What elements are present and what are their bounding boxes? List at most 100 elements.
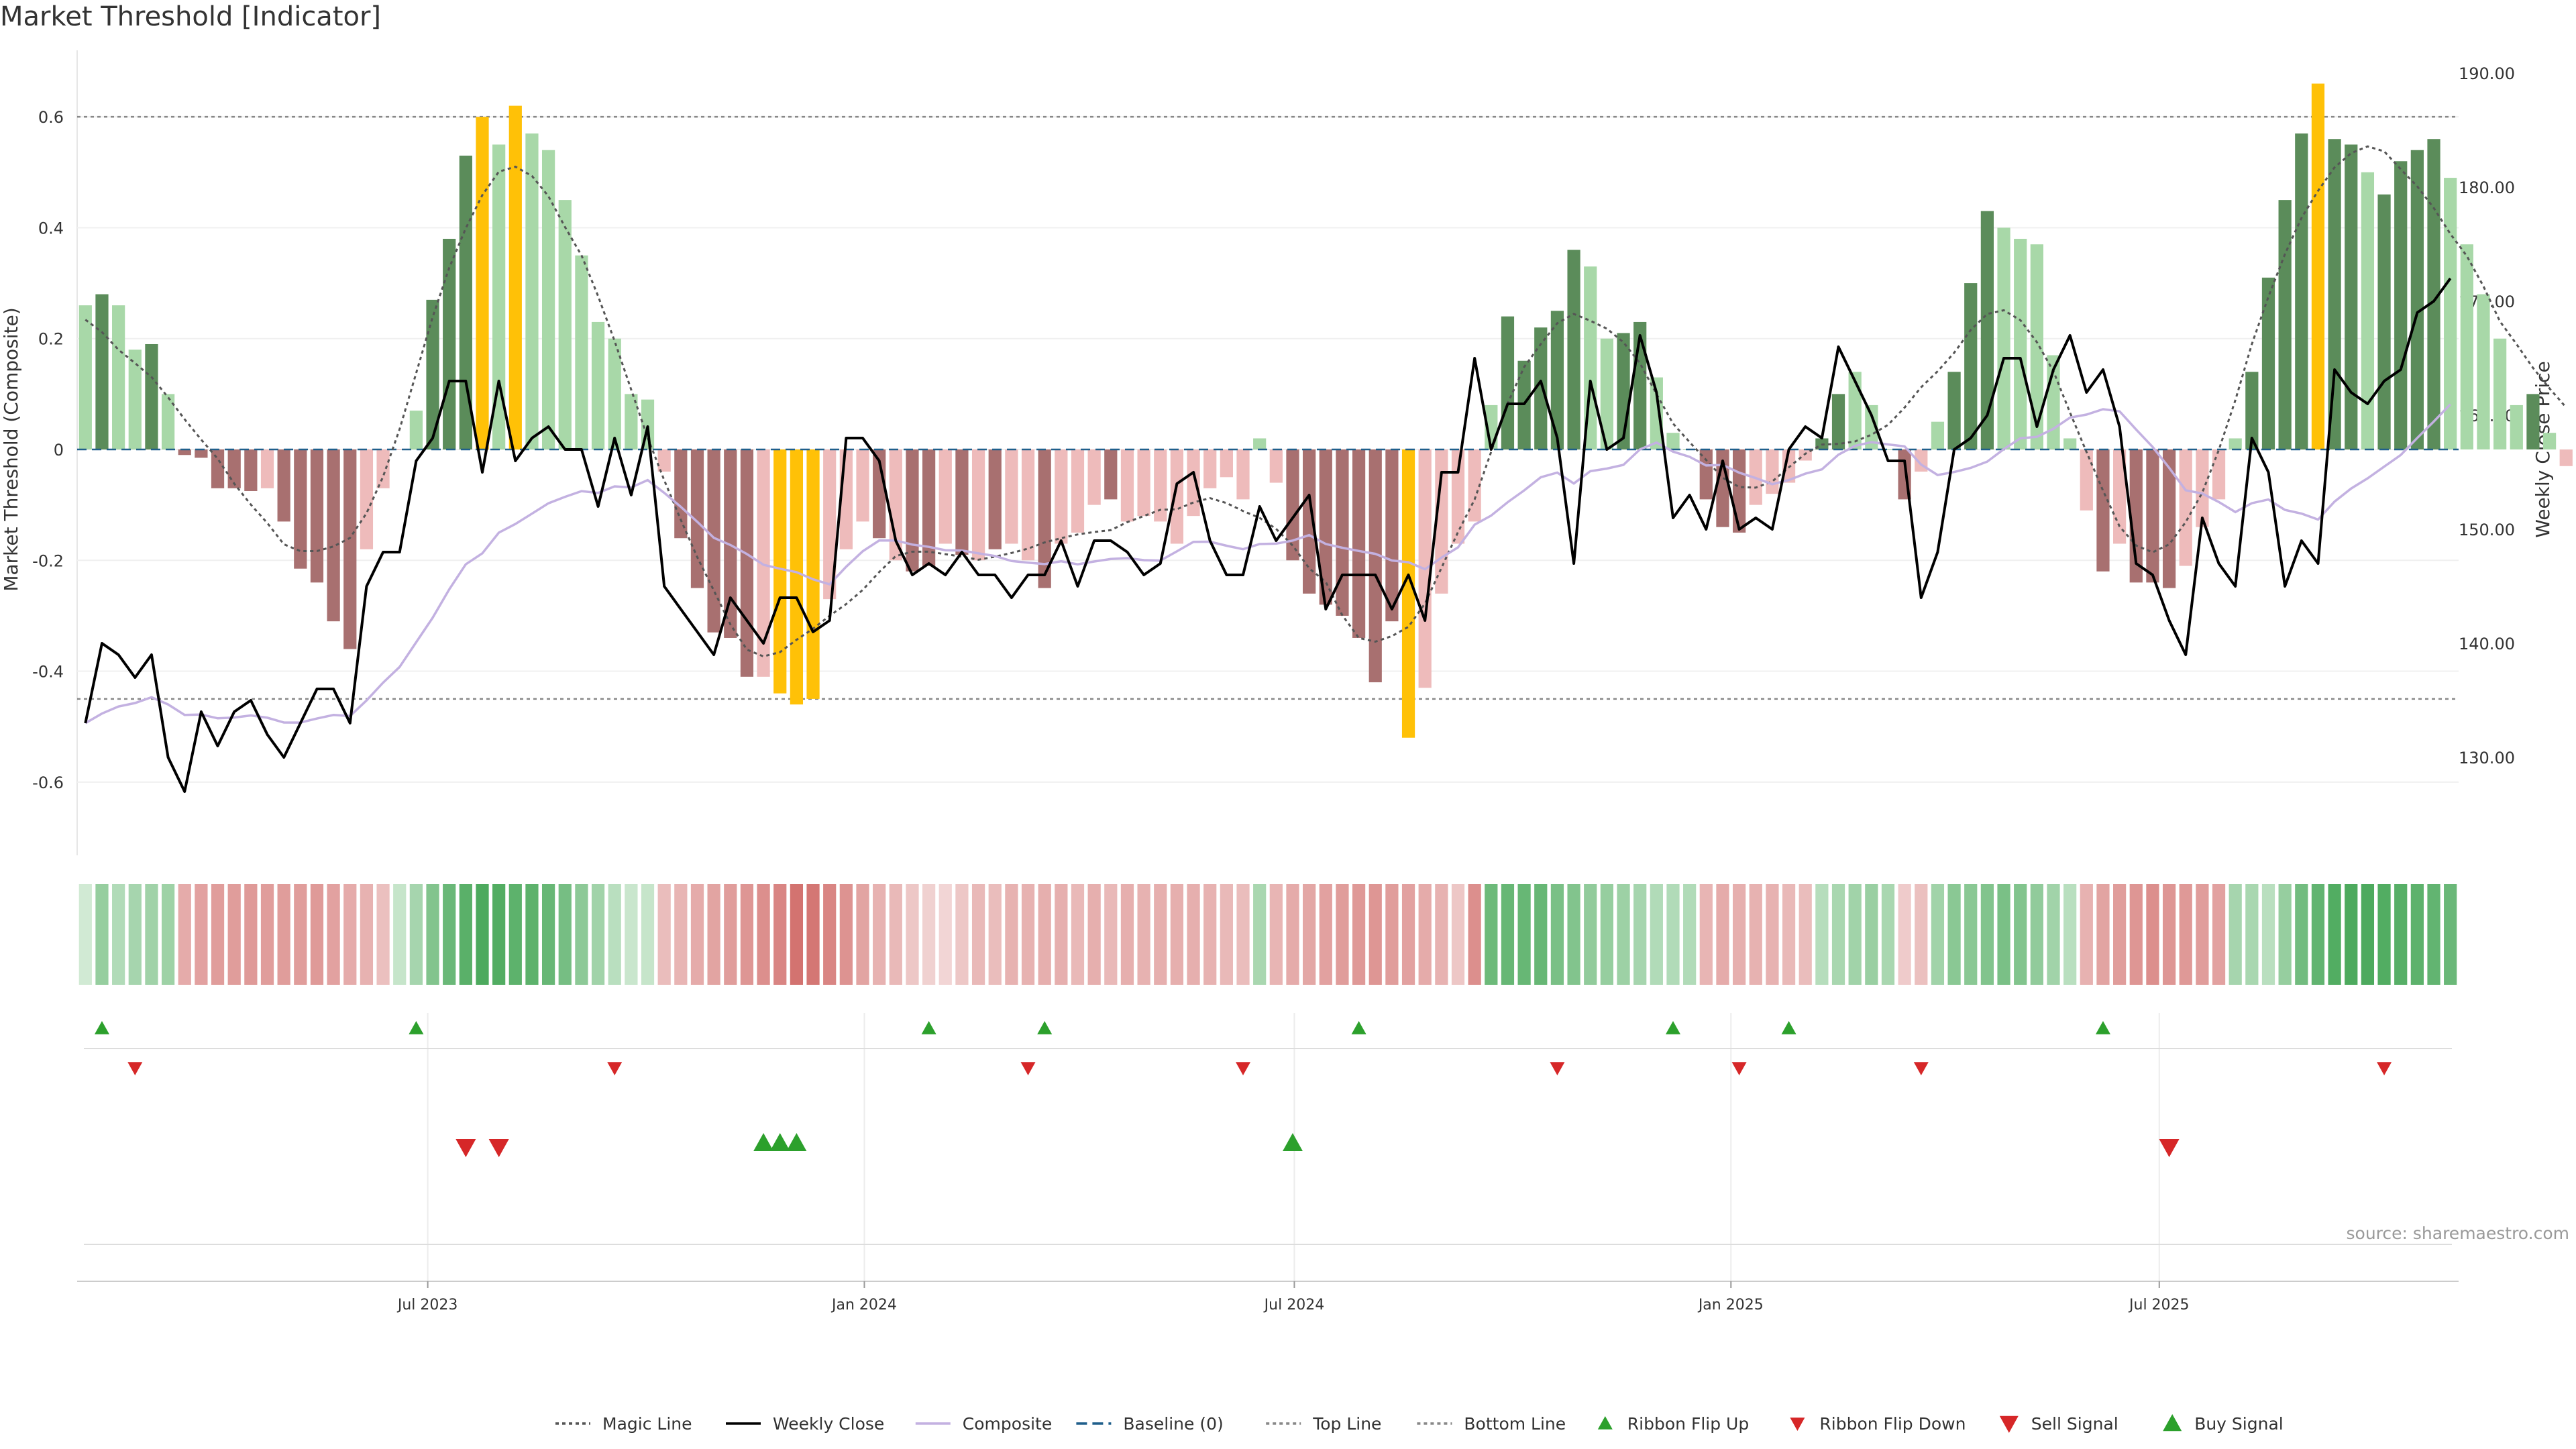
timeline-band-cell [889,884,902,985]
timeline-band-cell [95,884,109,985]
timeline-band-cell [1005,884,1018,985]
composite-bar [806,449,820,699]
timeline-band-cell [1947,884,1961,985]
timeline-band-cell [2014,884,2027,985]
composite-bar [2311,83,2325,450]
timeline-band-cell [277,884,290,985]
composite-bar [1170,449,1184,544]
y-tick-label: 0 [54,441,64,460]
composite-bar [1319,449,1332,605]
timeline-band-cell [856,884,869,985]
composite-bar [1236,449,1250,500]
timeline-band-cell [1766,884,1779,985]
composite-bar [2014,238,2027,449]
composite-bar [1071,449,1085,533]
timeline-band-cell [1071,884,1085,985]
composite-bar [724,449,737,638]
composite-bar [277,449,290,522]
weekly-close-line [84,277,2452,793]
timeline-band-cell [2444,884,2457,985]
composite-bar [525,133,539,450]
ribbon-flip-down-marker [127,1062,143,1075]
x-tick-label: Jul 2024 [1263,1297,1325,1313]
timeline-band-cell [492,884,506,985]
composite-bar [178,449,191,455]
timeline-band-cell [2146,884,2159,985]
timeline-band-cell [78,884,92,985]
composite-bar [2493,338,2507,449]
composite-bar [2361,172,2375,449]
composite-bar [360,449,374,549]
composite-bar [2295,133,2308,450]
timeline-band-cell [128,884,142,985]
ribbon-flip-up-marker [409,1021,424,1034]
composite-bar [1534,327,1548,449]
timeline-band-cell [1203,884,1217,985]
composite-bar [376,449,390,488]
composite-bar [1038,449,1051,588]
legend-label: Baseline (0) [1123,1414,1223,1434]
composite-bar [2030,244,2043,449]
composite-bar [1303,449,1316,594]
composite-bar [2542,433,2557,449]
composite-bar [790,449,804,705]
timeline-band-cell [1451,884,1465,985]
buy-signal-marker [769,1133,790,1151]
timeline-band-cell [1401,884,1415,985]
legend-swatch [1597,1416,1613,1430]
timeline-band-cell [657,884,671,985]
composite-bar [1286,449,1299,561]
composite-bar [1021,449,1035,561]
composite-bar [426,299,439,449]
timeline-band-cell [1336,884,1349,985]
timeline-band-cell [310,884,324,985]
composite-bar [1104,449,1118,500]
timeline-band-cell [260,884,274,985]
composite-bar [1567,250,1580,449]
composite-bar [1865,405,1878,449]
y2-tick-label: 140.00 [2459,635,2515,653]
composite-bar [1253,438,1267,449]
ribbon-flip-down-marker [1550,1062,1565,1075]
y2-tick-label: 190.00 [2459,64,2515,83]
timeline-band-cell [327,884,340,985]
composite-bar [1699,449,1713,500]
legend-swatch [2163,1414,2182,1432]
timeline-band-cell [376,884,390,985]
composite-bar [773,449,787,694]
timeline-band-cell [724,884,737,985]
source-note: source: sharemaestro.com [2346,1224,2570,1243]
composite-bar [310,449,324,583]
timeline-band-cell [2295,884,2308,985]
composite-bar [492,144,506,449]
timeline-band-cell [343,884,357,985]
ribbon-flip-up-marker [1781,1021,1796,1034]
legend-label: Composite [963,1414,1052,1434]
composite-bar [2559,449,2573,466]
composite-bar [1154,449,1167,522]
composite-bar [195,449,208,458]
composite-bar [2328,139,2341,449]
composite-bar [1220,449,1233,478]
legend-label: Weekly Close [773,1414,884,1434]
composite-bar [1766,449,1779,494]
timeline-band-cell [707,884,720,985]
chart-title: Market Threshold [Indicator] [0,1,382,32]
composite-bar [508,105,522,449]
buy-signal-marker [753,1133,774,1151]
composite-bar [2063,438,2077,449]
timeline-band-cell [806,884,820,985]
composite-bar [2080,449,2093,511]
timeline-band-cell [178,884,191,985]
legend-label: Ribbon Flip Down [1819,1414,1966,1434]
composite-bar [1931,421,1945,449]
composite-bar [2245,372,2259,449]
timeline-band-cell [2311,884,2325,985]
sell-signal-marker [488,1139,509,1157]
composite-bar [1881,449,1895,450]
composite-bar [690,449,704,588]
timeline-band-cell [1368,884,1382,985]
timeline-band-cell [2377,884,2391,985]
